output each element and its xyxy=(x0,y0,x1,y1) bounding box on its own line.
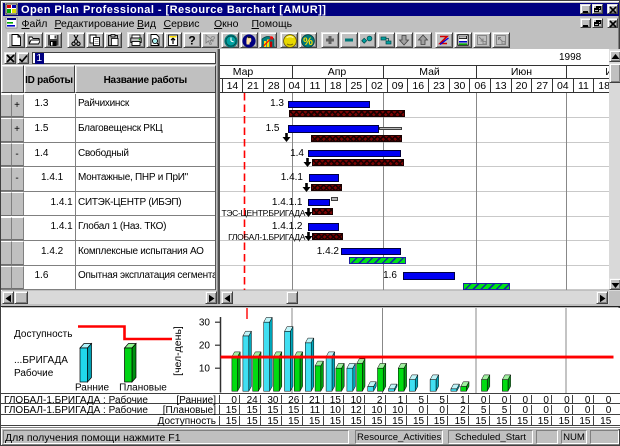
svg-text:20: 20 xyxy=(199,341,211,352)
svg-text:Доступность: Доступность xyxy=(14,329,72,340)
svg-text:?: ? xyxy=(188,34,195,46)
svg-text:Плановые: Плановые xyxy=(119,383,167,394)
svg-text:Рабочие: Рабочие xyxy=(14,367,54,379)
svg-text:...БРИГАДА: ...БРИГАДА xyxy=(14,355,68,366)
svg-text:?: ? xyxy=(210,34,215,44)
svg-text:30: 30 xyxy=(199,318,211,329)
svg-text:%: % xyxy=(303,36,313,48)
svg-text:[чел-день]: [чел-день] xyxy=(172,326,184,376)
svg-text:Ранние: Ранние xyxy=(75,383,110,394)
svg-text:10: 10 xyxy=(199,364,211,375)
